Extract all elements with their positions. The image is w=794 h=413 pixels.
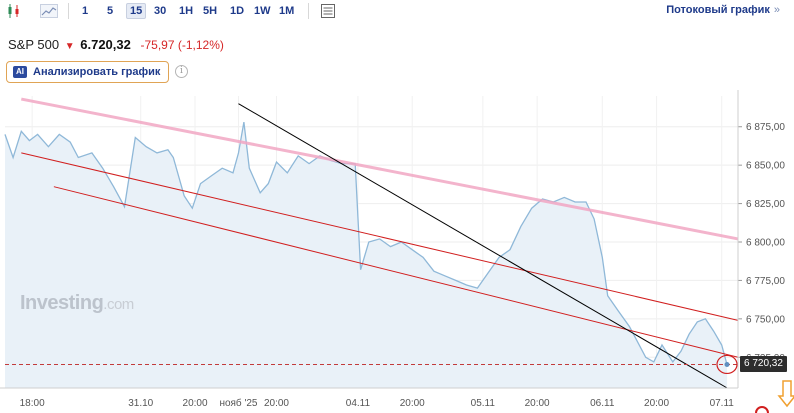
price-area-fill — [5, 122, 728, 388]
channel-trendline — [53, 186, 739, 358]
change-value: -75,97 — [140, 38, 175, 52]
analyze-chart-button[interactable]: AI Анализировать график — [6, 61, 170, 83]
current-price-tag: 6 720,32 — [740, 356, 787, 372]
instrument-symbol: S&P 500 — [8, 37, 60, 52]
price-change: -75,97 (-1,12%) — [140, 38, 223, 52]
timeframe-1h[interactable]: 1H — [179, 5, 194, 17]
timeframe-1w[interactable]: 1W — [254, 5, 271, 17]
y-tick-label: 6 800,00 — [746, 238, 785, 249]
change-percent: (-1,12%) — [177, 38, 224, 52]
price-line — [4, 121, 728, 366]
x-tick-label: 20:00 — [183, 398, 208, 409]
candlestick-icon[interactable] — [4, 2, 24, 20]
quote-header: S&P 500 ▼ 6.720,32 -75,97 (-1,12%) — [8, 37, 224, 52]
trendlines — [5, 97, 794, 413]
x-tick-label: 20:00 — [400, 398, 425, 409]
timeframe-30[interactable]: 30 — [154, 5, 167, 17]
price-area — [4, 121, 728, 388]
arrow-down-icon: ▼ — [64, 41, 75, 52]
channel-trendline — [21, 152, 739, 321]
x-tick-label: 06.11 — [590, 398, 615, 409]
stream-chart-label: Потоковый график — [666, 4, 770, 16]
highlight-circle — [716, 354, 738, 375]
toolbar-separator — [68, 3, 69, 19]
x-tick-label: нояб '25 — [219, 397, 257, 409]
timeframe-1m[interactable]: 1M — [279, 5, 295, 17]
x-tick-label: 31.10 — [128, 398, 153, 409]
timeframe-5[interactable]: 5 — [107, 5, 114, 17]
timeframe-15[interactable]: 15 — [126, 3, 147, 19]
red-arc-icon — [755, 406, 769, 413]
info-icon[interactable]: i — [175, 65, 188, 78]
area-chart-icon[interactable] — [38, 2, 60, 20]
analyze-chart-label: Анализировать график — [33, 66, 161, 78]
x-tick-label: 20:00 — [644, 398, 669, 409]
y-tick-label: 6 825,00 — [746, 199, 785, 210]
timeframe-1[interactable]: 1 — [82, 5, 89, 17]
watermark-domain: .com — [103, 296, 134, 313]
x-tick-label: 05.11 — [471, 398, 496, 409]
chart-toolbar: 1 5 15 30 1H 5H 1D 1W 1M Потоковый графи… — [0, 0, 794, 22]
y-tick-label: 6 875,00 — [746, 122, 785, 133]
black-trendline — [238, 103, 728, 389]
y-tick-label: 6 775,00 — [746, 276, 785, 287]
last-price: 6.720,32 — [80, 37, 131, 52]
x-tick-label: 07.11 — [710, 398, 735, 409]
timeframe-5h[interactable]: 5H — [203, 5, 218, 17]
y-tick-label: 6 850,00 — [746, 161, 785, 172]
upper-trendline — [21, 97, 739, 241]
ai-icon: AI — [13, 66, 27, 78]
x-tick-label: 04.11 — [346, 398, 371, 409]
timeframe-1d[interactable]: 1D — [230, 5, 245, 17]
toolbar-separator — [308, 3, 309, 19]
x-tick-label: 20:00 — [264, 398, 289, 409]
last-point-marker — [724, 361, 730, 367]
double-chevron-right-icon: » — [773, 4, 780, 16]
down-arrow-icon — [777, 380, 794, 408]
y-tick-label: 6 750,00 — [746, 314, 785, 325]
x-tick-label: 18:00 — [20, 398, 45, 409]
x-tick-label: 20:00 — [525, 398, 550, 409]
investing-watermark: Investing.com — [20, 292, 134, 315]
stream-chart-link[interactable]: Потоковый график» — [666, 4, 780, 16]
watermark-brand: Investing — [20, 292, 104, 314]
table-icon[interactable] — [318, 2, 338, 20]
